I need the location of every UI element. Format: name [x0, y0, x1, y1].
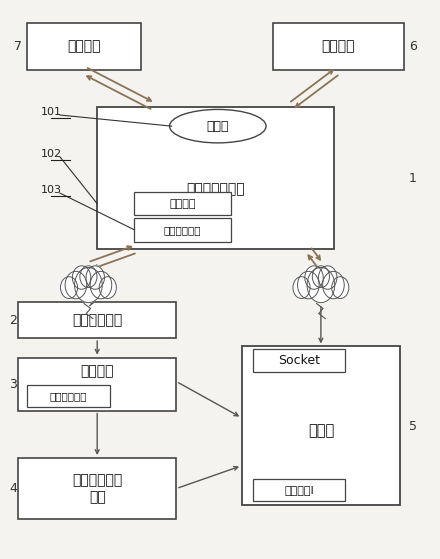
Circle shape [323, 271, 344, 299]
FancyBboxPatch shape [135, 218, 231, 241]
Text: 公共设施: 公共设施 [67, 40, 101, 54]
Text: 102: 102 [40, 149, 62, 159]
Text: 7: 7 [14, 40, 22, 54]
Circle shape [60, 277, 77, 299]
FancyBboxPatch shape [18, 302, 176, 338]
Text: 通信模块I: 通信模块I [284, 485, 314, 495]
Text: 中介管理服务器: 中介管理服务器 [186, 182, 245, 196]
Text: 车载充电设备: 车载充电设备 [50, 391, 88, 401]
Circle shape [293, 277, 310, 299]
Circle shape [86, 266, 104, 289]
Text: 5: 5 [409, 420, 417, 433]
Text: 电动汽车: 电动汽车 [81, 364, 114, 378]
FancyBboxPatch shape [18, 358, 176, 410]
Text: Socket: Socket [278, 354, 320, 367]
Text: 101: 101 [40, 107, 62, 117]
Text: 电网电源: 电网电源 [322, 40, 355, 54]
Text: 电动汽车用户: 电动汽车用户 [72, 313, 122, 327]
FancyBboxPatch shape [135, 192, 231, 215]
Circle shape [319, 266, 337, 289]
Text: 1: 1 [409, 172, 417, 184]
FancyBboxPatch shape [253, 479, 345, 501]
Text: 图形用户接口: 图形用户接口 [164, 225, 202, 235]
FancyBboxPatch shape [27, 386, 110, 406]
Text: 数据库: 数据库 [206, 120, 229, 132]
Circle shape [80, 266, 97, 287]
Text: 103: 103 [40, 185, 62, 195]
Text: 车辆身份识别
模块: 车辆身份识别 模块 [72, 473, 122, 504]
Text: 2: 2 [9, 314, 17, 326]
Circle shape [99, 277, 116, 299]
Text: 应用模块: 应用模块 [169, 198, 196, 209]
Text: 充电桩: 充电桩 [308, 423, 334, 438]
Text: 4: 4 [9, 482, 17, 495]
FancyBboxPatch shape [273, 23, 404, 70]
FancyBboxPatch shape [253, 349, 345, 372]
Text: 6: 6 [409, 40, 417, 54]
Circle shape [72, 266, 91, 289]
Circle shape [75, 268, 102, 302]
Circle shape [332, 277, 349, 299]
Circle shape [65, 271, 87, 299]
FancyBboxPatch shape [242, 347, 400, 505]
FancyBboxPatch shape [27, 23, 141, 70]
Circle shape [305, 266, 323, 289]
Circle shape [90, 271, 112, 299]
Ellipse shape [169, 110, 266, 143]
FancyBboxPatch shape [97, 107, 334, 249]
Text: 3: 3 [9, 378, 17, 391]
Circle shape [297, 271, 319, 299]
FancyBboxPatch shape [18, 458, 176, 519]
Circle shape [307, 268, 335, 302]
Circle shape [312, 266, 330, 287]
